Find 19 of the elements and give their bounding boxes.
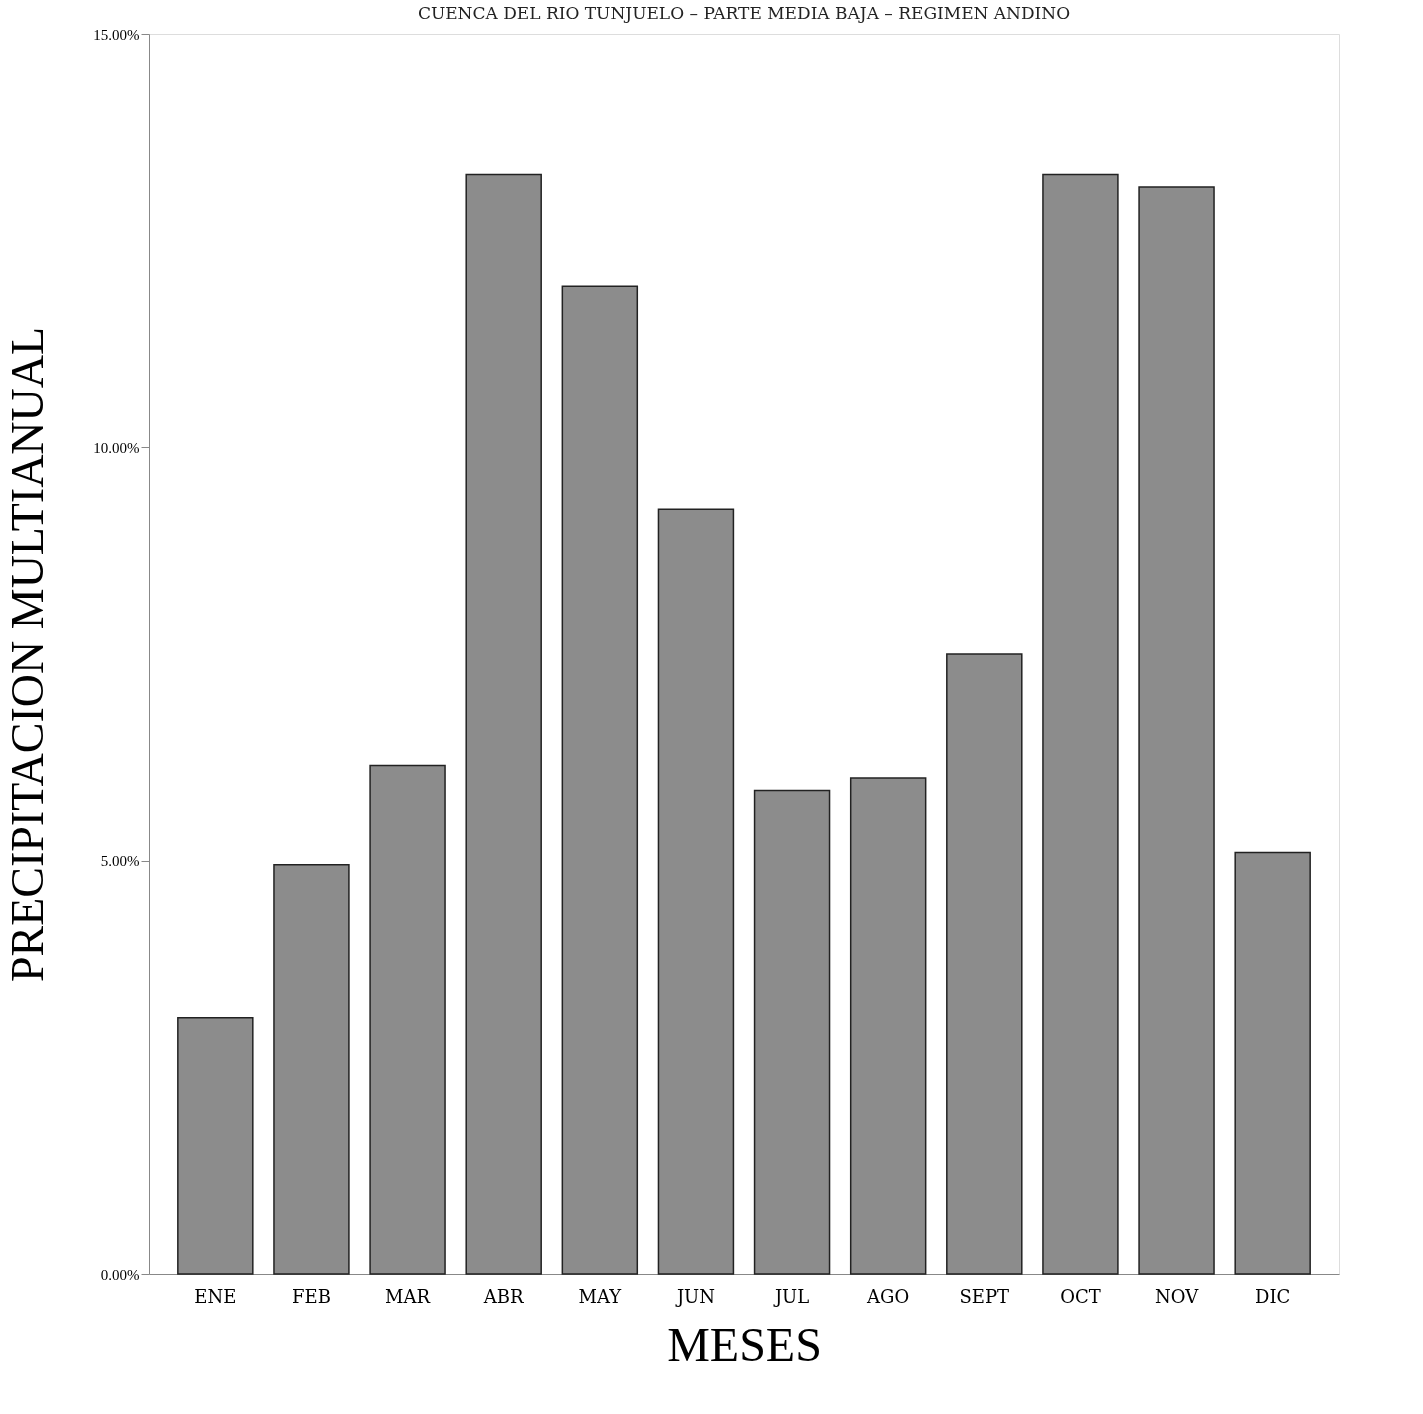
- y-tick-label: 0.00%: [100, 1266, 140, 1283]
- x-axis-title: MESES: [667, 1317, 822, 1371]
- x-tick-label: MAY: [578, 1285, 623, 1307]
- x-tick-label: ABR: [482, 1285, 525, 1307]
- x-tick-label: JUL: [772, 1285, 810, 1307]
- x-tick-label: JUN: [674, 1285, 716, 1307]
- x-tick-label: NOV: [1154, 1285, 1200, 1307]
- y-tick-label: 10.00%: [93, 439, 140, 456]
- x-tick-label: DIC: [1255, 1285, 1291, 1307]
- y-tick-label: 15.00%: [93, 26, 140, 43]
- y-tick-label: 5.00%: [100, 853, 140, 870]
- chart-title: CUENCA DEL RIO TUNJUELO – PARTE MEDIA BAJA – REGIMEN ANDINO: [417, 3, 1071, 23]
- y-axis-title: PRECIPITACION MULTIANUAL: [2, 326, 54, 983]
- x-tick-label: SEPT: [959, 1285, 1010, 1307]
- x-tick-label: MAR: [385, 1285, 431, 1307]
- x-tick-label: FEB: [292, 1285, 331, 1307]
- x-tick-label: ENE: [194, 1285, 237, 1307]
- x-tick-label: OCT: [1060, 1285, 1101, 1307]
- x-tick-label: AGO: [866, 1285, 910, 1307]
